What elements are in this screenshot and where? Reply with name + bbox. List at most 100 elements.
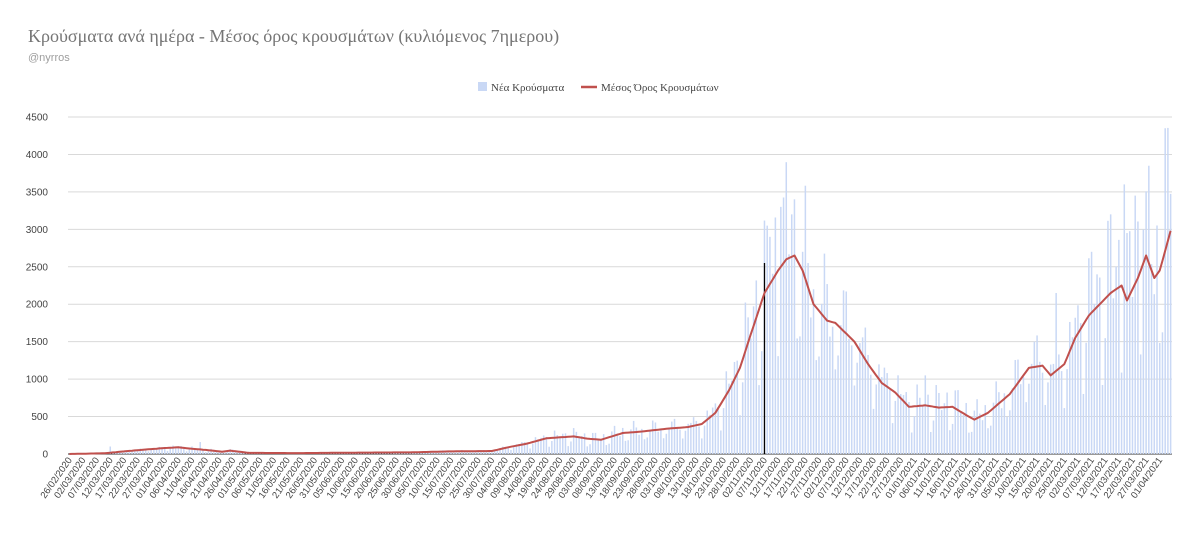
bar	[202, 448, 204, 454]
bar	[654, 422, 657, 454]
bar	[1052, 363, 1055, 454]
bar	[112, 452, 114, 454]
bar	[1137, 221, 1139, 454]
bar	[880, 377, 883, 454]
bar	[1039, 361, 1041, 454]
bar	[856, 362, 858, 454]
bar	[758, 385, 760, 454]
bar	[1093, 303, 1096, 454]
y-tick-label: 0	[42, 450, 48, 461]
bar	[180, 446, 182, 454]
bar	[1079, 323, 1082, 454]
bar	[174, 446, 177, 454]
bar	[1063, 408, 1066, 454]
bar	[921, 405, 924, 454]
x-axis-ticks: 26/02/202002/03/202007/03/202012/03/2020…	[39, 455, 1166, 500]
bar	[466, 451, 469, 454]
bar	[204, 452, 207, 454]
bar	[995, 381, 997, 454]
chart-legend: Νέα Κρούσματα Μέσος Όρος Κρουσμάτων	[478, 82, 719, 94]
bar	[529, 448, 531, 454]
bar	[1123, 184, 1126, 454]
bar	[834, 369, 837, 454]
bar	[1041, 372, 1044, 454]
bar	[611, 431, 613, 454]
bar	[540, 437, 542, 454]
bar	[1055, 292, 1057, 454]
bar	[643, 439, 646, 454]
bar	[848, 338, 850, 454]
bar	[1069, 321, 1071, 454]
bar	[155, 448, 158, 454]
bar	[788, 254, 790, 454]
bar	[976, 399, 978, 454]
bar	[1011, 388, 1014, 454]
bar	[109, 446, 112, 454]
bar	[774, 217, 777, 454]
bar	[878, 364, 880, 454]
bar	[125, 451, 128, 454]
bar	[215, 451, 218, 454]
bar	[679, 429, 681, 454]
bar	[1169, 193, 1172, 454]
bar	[820, 303, 823, 454]
bar	[930, 431, 932, 454]
bar	[690, 422, 692, 454]
bar	[199, 442, 201, 454]
bar	[651, 420, 654, 454]
bar	[134, 450, 136, 454]
bar	[357, 453, 360, 454]
bar	[970, 431, 973, 454]
bar	[196, 449, 199, 454]
bar	[943, 403, 946, 454]
bar	[649, 429, 651, 454]
bar	[989, 425, 992, 454]
bar	[760, 351, 763, 454]
bar	[796, 338, 798, 454]
bar	[123, 451, 125, 454]
bar	[812, 289, 815, 454]
bar	[940, 410, 943, 454]
bar	[570, 441, 572, 454]
bar	[1033, 341, 1036, 454]
bar	[147, 451, 150, 454]
bar	[731, 380, 733, 454]
bar	[722, 408, 725, 454]
bar	[1096, 274, 1098, 454]
bar	[455, 452, 458, 454]
bar	[1036, 335, 1038, 454]
bar	[237, 451, 240, 454]
bar	[537, 439, 539, 454]
bar	[668, 427, 670, 454]
bar	[1101, 384, 1104, 454]
bar	[578, 438, 580, 454]
bar	[673, 418, 676, 454]
bar	[902, 395, 905, 454]
bar	[605, 445, 608, 454]
bar	[717, 406, 719, 454]
bar	[965, 402, 967, 454]
bar	[725, 371, 728, 454]
bar	[613, 425, 616, 454]
bar	[1142, 229, 1145, 454]
bar	[1088, 258, 1090, 454]
bar	[496, 449, 499, 454]
bar	[583, 433, 586, 454]
bar	[433, 452, 436, 454]
bar	[1164, 128, 1166, 454]
bar	[951, 423, 954, 454]
bar	[959, 412, 962, 454]
bar	[534, 437, 537, 454]
bar	[591, 432, 594, 454]
bar	[823, 253, 826, 454]
bar	[444, 451, 447, 454]
bar	[559, 437, 561, 454]
bar	[703, 425, 706, 454]
bar	[853, 385, 856, 454]
bar	[177, 446, 180, 454]
bar	[1150, 264, 1153, 454]
bar	[1003, 393, 1006, 454]
bar	[698, 426, 700, 454]
bar	[886, 373, 888, 454]
bar	[523, 442, 526, 454]
